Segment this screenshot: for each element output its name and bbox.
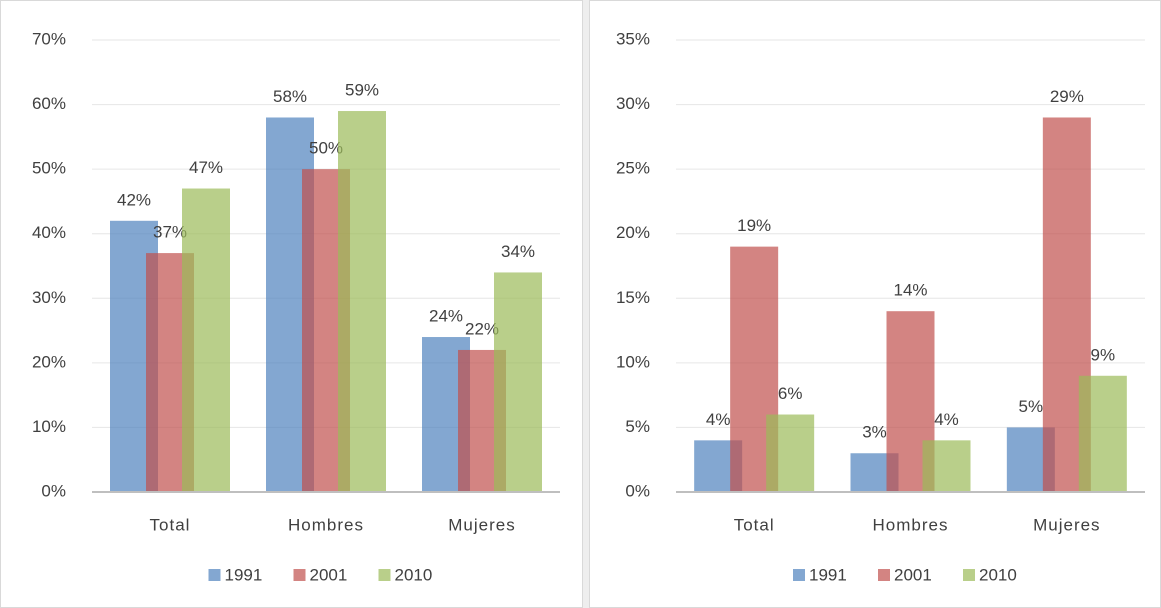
bar [182,188,230,492]
legend-label: 1991 [809,565,847,584]
divider [583,0,589,608]
bar [922,440,971,492]
legend-swatch [208,569,221,581]
data-label: 5% [1019,397,1044,416]
bar [1078,375,1127,492]
data-label: 34% [501,242,535,261]
y-tick-label: 5% [625,417,650,436]
data-label: 4% [934,410,959,429]
data-label: 14% [893,281,927,300]
y-tick-label: 10% [616,352,650,371]
x-tick-label: Mujeres [1033,515,1100,534]
legend-swatch [793,569,805,581]
x-tick-label: Hombres [873,515,949,534]
y-tick-label: 10% [32,417,66,436]
data-label: 42% [117,190,151,209]
x-tick-label: Total [734,515,775,534]
y-tick-label: 60% [32,94,66,113]
y-tick-label: 0% [625,481,650,500]
bar [494,272,542,492]
bar [766,414,815,492]
data-label: 59% [345,81,379,100]
data-label: 47% [189,158,223,177]
x-tick-label: Total [150,515,191,534]
y-tick-label: 20% [616,223,650,242]
data-label: 50% [309,139,343,158]
data-label: 58% [273,87,307,106]
legend-label: 2010 [979,565,1017,584]
legend-swatch [293,569,306,581]
y-tick-label: 70% [32,29,66,48]
y-tick-label: 25% [616,159,650,178]
y-tick-label: 40% [32,223,66,242]
data-label: 4% [706,410,731,429]
legend-swatch [963,569,975,581]
data-label: 9% [1091,345,1116,364]
data-label: 24% [429,307,463,326]
data-label: 19% [737,216,771,235]
y-tick-label: 30% [616,94,650,113]
legend-label: 2001 [894,565,932,584]
y-tick-label: 35% [616,29,650,48]
data-label: 29% [1050,87,1084,106]
legend-swatch [878,569,890,581]
bar [338,111,386,493]
legend-label: 2010 [395,565,433,584]
data-label: 6% [778,384,803,403]
y-tick-label: 20% [32,352,66,371]
y-tick-label: 30% [32,288,66,307]
legend-label: 1991 [225,565,263,584]
legend-swatch [378,569,391,581]
data-label: 37% [153,223,187,242]
y-tick-label: 50% [32,159,66,178]
legend-label: 2001 [310,565,348,584]
data-label: 22% [465,319,499,338]
y-tick-label: 15% [616,288,650,307]
y-tick-label: 0% [41,481,66,500]
data-label: 3% [862,423,887,442]
x-tick-label: Hombres [288,515,364,534]
x-tick-label: Mujeres [448,515,515,534]
